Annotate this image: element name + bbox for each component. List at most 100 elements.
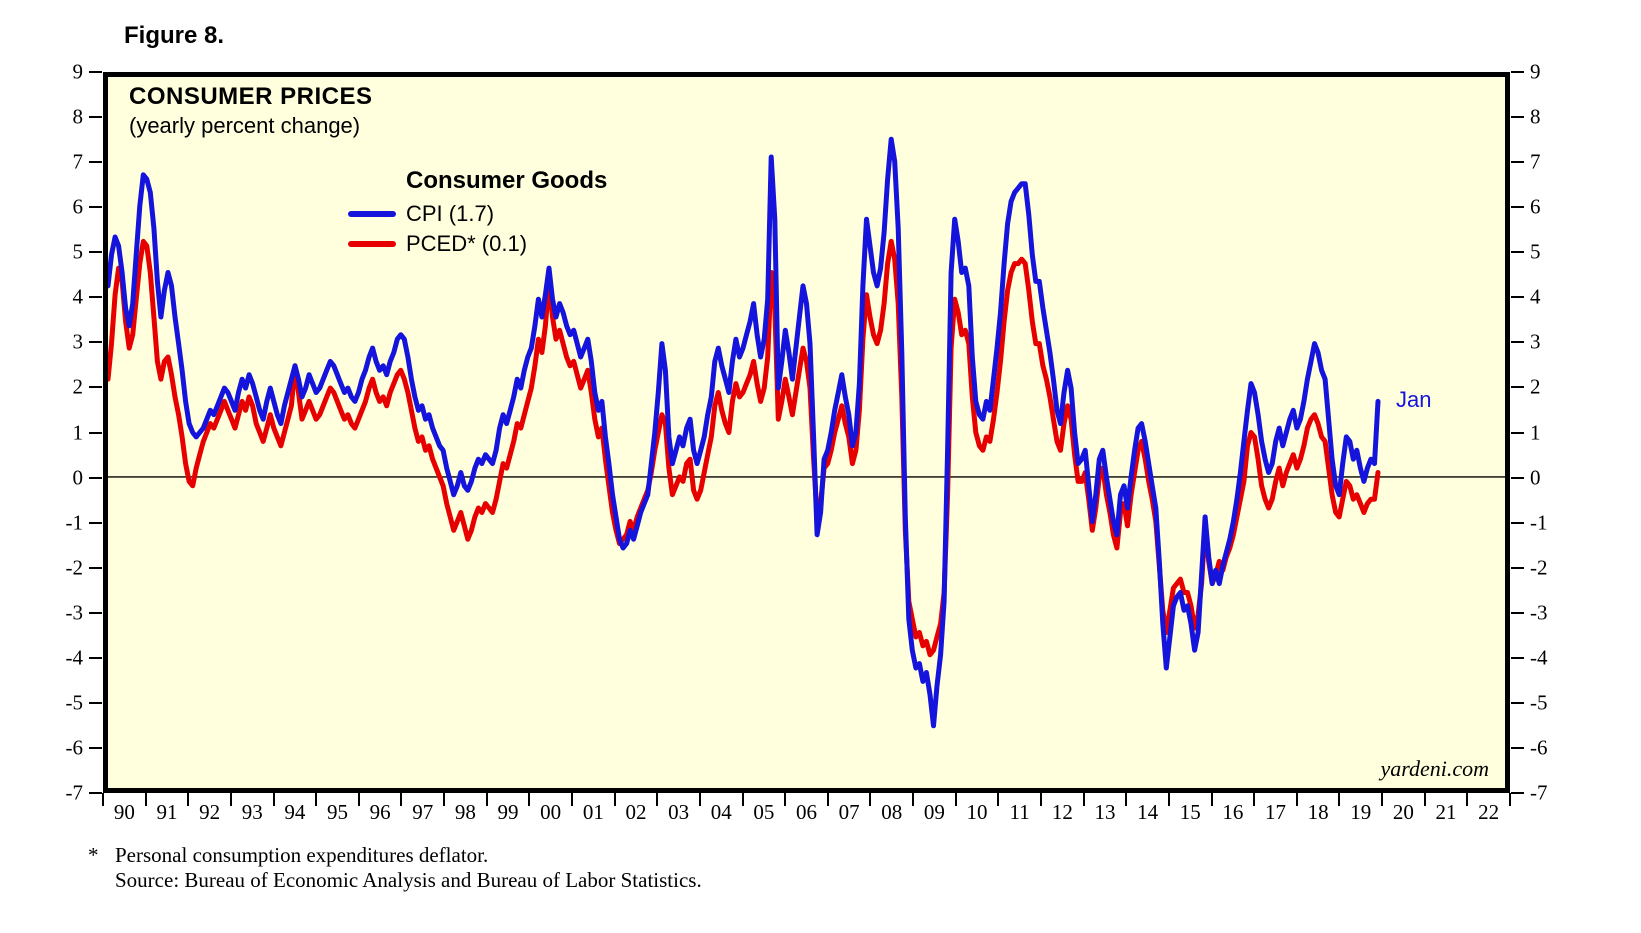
y-tick-left <box>89 296 102 299</box>
x-axis-label: 22 <box>1478 800 1500 824</box>
x-axis-label: 98 <box>454 800 476 824</box>
y-axis-label-left: -3 <box>65 600 84 625</box>
x-tick <box>315 793 318 806</box>
x-axis-label: 10 <box>966 800 988 824</box>
y-tick-right <box>1511 746 1524 749</box>
x-axis-label: 92 <box>199 800 221 824</box>
x-tick <box>272 793 275 806</box>
y-axis-label-right: -5 <box>1530 690 1548 715</box>
y-axis-label-right: -7 <box>1530 780 1548 805</box>
y-axis-label-left: 7 <box>72 149 84 174</box>
y-tick-left <box>89 161 102 164</box>
legend-item-pced: PCED* (0.1) <box>348 229 607 259</box>
y-axis-label-right: -1 <box>1530 510 1548 535</box>
x-tick <box>656 793 659 806</box>
y-axis-label-left: -7 <box>65 780 84 805</box>
y-tick-right <box>1511 161 1524 164</box>
y-tick-right <box>1511 792 1524 794</box>
y-axis-label-left: -1 <box>65 510 84 535</box>
x-axis-label: 02 <box>625 800 647 824</box>
cpi-line <box>108 136 1381 729</box>
y-tick-right <box>1511 701 1524 704</box>
y-axis-label-right: 8 <box>1530 104 1541 129</box>
x-tick <box>784 793 787 806</box>
x-axis-label: 00 <box>540 800 562 824</box>
y-axis-label-right: 9 <box>1530 59 1541 84</box>
x-axis-label: 91 <box>156 800 178 824</box>
figure-label: Figure 8. <box>124 22 225 49</box>
x-axis-label: 96 <box>369 800 391 824</box>
x-tick <box>1466 793 1469 806</box>
x-tick <box>1423 793 1426 806</box>
x-tick <box>997 793 1000 806</box>
y-tick-right <box>1511 116 1524 119</box>
y-tick-right <box>1511 566 1524 569</box>
y-axis-label-right: 0 <box>1530 465 1541 490</box>
footnote-line1: Personal consumption expenditures deflat… <box>115 843 489 867</box>
x-axis-label: 15 <box>1179 800 1201 824</box>
y-axis-label-right: 4 <box>1530 284 1541 309</box>
y-tick-left <box>89 611 102 614</box>
chart-title: CONSUMER PRICES <box>129 83 373 110</box>
chart-subtitle: (yearly percent change) <box>129 113 361 138</box>
cpi-line-swatch <box>348 211 396 217</box>
x-axis-label: 12 <box>1051 800 1073 824</box>
footnote-line2: Source: Bureau of Economic Analysis and … <box>115 868 702 892</box>
y-axis-label-right: 3 <box>1530 329 1541 354</box>
y-axis-label-right: -3 <box>1530 600 1548 625</box>
y-tick-right <box>1511 476 1524 479</box>
legend-item-cpi: CPI (1.7) <box>348 199 607 229</box>
y-axis-label-right: 1 <box>1530 420 1541 444</box>
x-axis-label: 01 <box>582 800 604 824</box>
x-axis-label: 04 <box>710 800 732 824</box>
x-tick <box>1040 793 1042 806</box>
y-axis-label-left: 1 <box>72 420 84 444</box>
x-tick <box>698 793 701 806</box>
x-tick <box>912 793 915 806</box>
x-tick <box>741 793 744 806</box>
x-axis-label: 11 <box>1009 800 1030 824</box>
x-tick <box>485 793 488 806</box>
consumer-prices-chart <box>108 77 1505 788</box>
y-tick-left <box>89 341 102 344</box>
y-axis-label-left: 8 <box>72 104 84 129</box>
y-tick-left <box>89 251 102 254</box>
y-axis-label-right: 5 <box>1530 239 1541 264</box>
x-axis-label: 93 <box>241 800 263 824</box>
y-tick-right <box>1511 341 1524 344</box>
y-tick-right <box>1511 71 1524 73</box>
y-axis-label-left: 6 <box>72 194 84 219</box>
legend-label-cpi: CPI (1.7) <box>406 201 495 226</box>
x-tick <box>229 793 232 806</box>
x-axis-label: 08 <box>881 800 903 824</box>
x-axis-label: 06 <box>796 800 817 824</box>
legend-title: Consumer Goods <box>406 167 608 194</box>
y-axis-label-right: -4 <box>1530 645 1548 670</box>
x-axis-label: 05 <box>753 800 775 824</box>
x-tick <box>954 793 957 806</box>
x-axis-label: 07 <box>838 800 860 824</box>
y-axis-label-left: -6 <box>65 735 84 760</box>
legend-label-pced: PCED* (0.1) <box>406 231 528 256</box>
x-axis-label: 94 <box>284 800 306 824</box>
legend: Consumer Goods CPI (1.7) PCED* (0.1) <box>348 167 607 259</box>
y-tick-left <box>89 116 102 119</box>
y-tick-left <box>89 386 102 389</box>
x-tick <box>571 793 573 806</box>
y-tick-right <box>1511 251 1524 254</box>
y-tick-right <box>1511 521 1524 524</box>
x-tick <box>1295 793 1298 806</box>
x-tick <box>187 793 190 806</box>
y-tick-left <box>89 476 102 479</box>
y-axis-label-left: 2 <box>72 374 84 399</box>
y-axis-label-right: 7 <box>1530 149 1541 174</box>
y-axis-label-left: 5 <box>72 239 84 264</box>
y-tick-left <box>89 521 102 524</box>
y-tick-left <box>89 746 102 749</box>
y-axis-label-left: 0 <box>72 465 84 490</box>
x-axis-label: 90 <box>113 800 135 824</box>
y-axis-label-left: -4 <box>65 645 84 670</box>
x-axis-label: 03 <box>668 800 690 824</box>
y-tick-left <box>89 656 102 659</box>
x-axis-label: 14 <box>1137 800 1159 824</box>
